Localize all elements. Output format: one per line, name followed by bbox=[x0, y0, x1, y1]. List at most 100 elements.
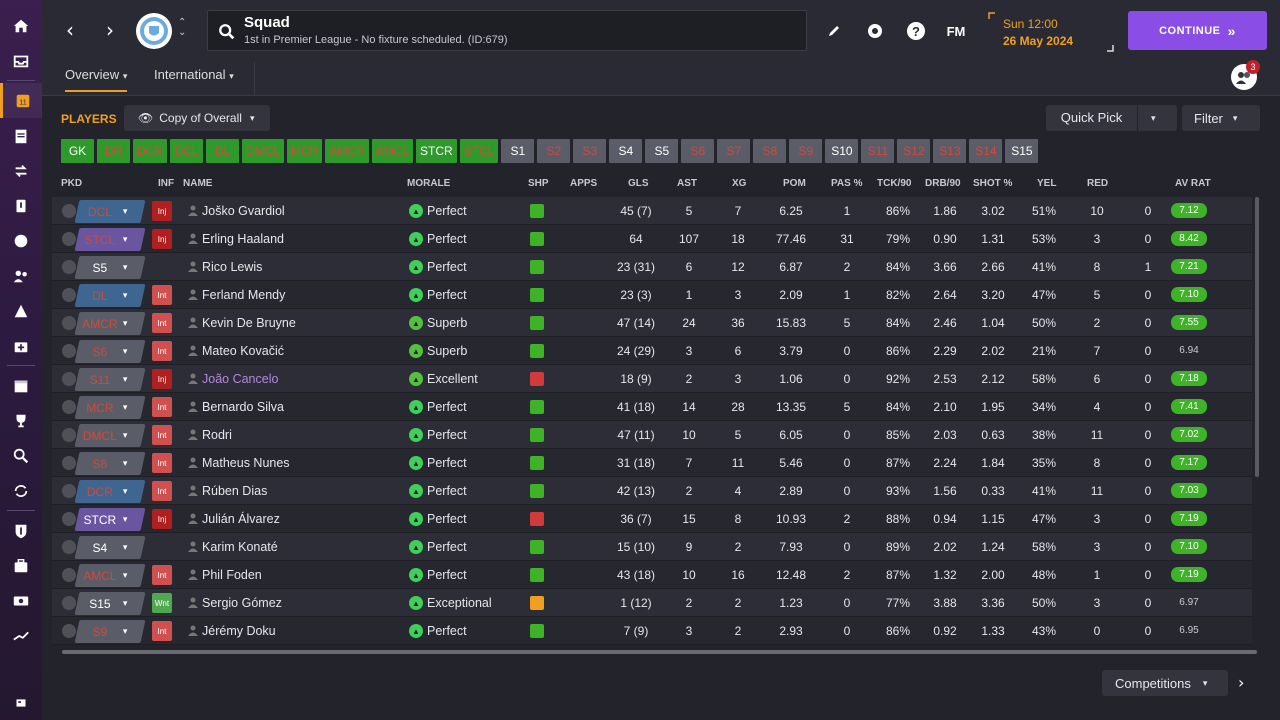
tab-international[interactable]: International ▾ bbox=[154, 67, 234, 82]
date-display[interactable]: Sun 12:00 26 May 2024 bbox=[988, 12, 1114, 52]
player-name[interactable]: Rico Lewis bbox=[202, 260, 263, 274]
position-selector[interactable]: S4 ▾ bbox=[74, 536, 146, 559]
picked-checkbox[interactable] bbox=[62, 624, 76, 638]
position-selector[interactable]: S15 ▾ bbox=[74, 592, 146, 615]
trophy-icon[interactable] bbox=[0, 403, 42, 438]
finances-icon[interactable] bbox=[0, 583, 42, 618]
picked-checkbox[interactable] bbox=[62, 260, 76, 274]
position-button[interactable]: S11 bbox=[861, 139, 895, 163]
player-name[interactable]: Phil Foden bbox=[202, 568, 262, 582]
position-selector[interactable]: STCR ▾ bbox=[74, 508, 146, 531]
col-pkd[interactable]: PKD bbox=[61, 178, 83, 189]
col-pas[interactable]: PAS % bbox=[831, 178, 863, 189]
home-icon[interactable] bbox=[0, 8, 42, 43]
status-badge[interactable]: Inj bbox=[152, 369, 172, 389]
position-button[interactable]: MCR bbox=[287, 139, 323, 163]
col-xg[interactable]: XG bbox=[732, 178, 747, 189]
position-button[interactable]: S13 bbox=[933, 139, 967, 163]
col-apps[interactable]: APPS bbox=[570, 178, 598, 189]
player-name[interactable]: Rúben Dias bbox=[202, 484, 268, 498]
search-icon[interactable] bbox=[0, 438, 42, 473]
club-icon[interactable] bbox=[0, 513, 42, 548]
position-selector[interactable]: S8 ▾ bbox=[74, 452, 146, 475]
table-row[interactable]: S6 ▾ Int Mateo Kovačić ▲ Superb 24 (29) 3 6 3.79 0… bbox=[52, 337, 1252, 365]
player-name[interactable]: Joško Gvardiol bbox=[202, 204, 285, 218]
club-switcher-icon[interactable]: ⌃ ⌄ bbox=[178, 17, 187, 38]
status-badge[interactable]: Int bbox=[152, 425, 172, 445]
position-button[interactable]: GK bbox=[61, 139, 94, 163]
player-name[interactable]: Bernardo Silva bbox=[202, 400, 284, 414]
staff-icon[interactable] bbox=[0, 258, 42, 293]
player-name[interactable]: Ferland Mendy bbox=[202, 288, 286, 302]
status-badge[interactable]: Int bbox=[152, 453, 172, 473]
position-button[interactable]: DR bbox=[97, 139, 130, 163]
player-name[interactable]: Karim Konaté bbox=[202, 540, 278, 554]
status-badge[interactable]: Int bbox=[152, 397, 172, 417]
inbox-icon[interactable] bbox=[0, 43, 42, 78]
col-inf[interactable]: INF bbox=[158, 178, 175, 189]
position-button[interactable]: AMCL bbox=[371, 139, 414, 163]
forward-icon[interactable]: › bbox=[106, 18, 114, 42]
position-button[interactable]: S14 bbox=[969, 139, 1003, 163]
player-name[interactable]: Kevin De Bruyne bbox=[202, 316, 296, 330]
table-row[interactable]: DCR ▾ Int Rúben Dias ▲ Perfect 42 (13) 2 4 2.89 0 9… bbox=[52, 477, 1252, 505]
table-row[interactable]: S8 ▾ Int Matheus Nunes ▲ Perfect 31 (18) 7 11 5.4… bbox=[52, 449, 1252, 477]
picked-checkbox[interactable] bbox=[62, 232, 76, 246]
picked-checkbox[interactable] bbox=[62, 344, 76, 358]
position-button[interactable]: S8 bbox=[753, 139, 787, 163]
position-button[interactable]: S2 bbox=[537, 139, 571, 163]
competitions-dropdown[interactable]: Competitions ▾ bbox=[1102, 670, 1228, 696]
social-button[interactable]: 3 bbox=[1231, 60, 1260, 90]
col-shot[interactable]: SHOT % bbox=[973, 178, 1013, 189]
status-badge[interactable]: Wnt bbox=[152, 593, 172, 613]
table-row[interactable]: S11 ▾ Inj João Cancelo ▲ Excellent 18 (9) 2 3 1.0… bbox=[52, 365, 1252, 393]
col-gls[interactable]: GLS bbox=[628, 178, 649, 189]
position-selector[interactable]: S11 ▾ bbox=[74, 368, 146, 391]
position-button[interactable]: S9 bbox=[789, 139, 823, 163]
col-tck[interactable]: TCK/90 bbox=[877, 178, 912, 189]
refresh-icon[interactable] bbox=[0, 473, 42, 508]
vertical-scrollbar[interactable] bbox=[1255, 197, 1259, 477]
col-shp[interactable]: SHP bbox=[528, 178, 549, 189]
tab-overview[interactable]: Overview ▾ bbox=[65, 67, 128, 92]
picked-checkbox[interactable] bbox=[62, 596, 76, 610]
table-row[interactable]: S4 ▾ Karim Konaté ▲ Perfect 15 (10) 9 2 7.93 0 89%… bbox=[52, 533, 1252, 561]
settings-icon[interactable] bbox=[0, 685, 42, 720]
position-selector[interactable]: STCL ▾ bbox=[74, 228, 146, 251]
info-icon[interactable] bbox=[0, 188, 42, 223]
position-button[interactable]: S5 bbox=[645, 139, 679, 163]
picked-checkbox[interactable] bbox=[62, 456, 76, 470]
position-selector[interactable]: MCR ▾ bbox=[74, 396, 146, 419]
position-button[interactable]: AMCR bbox=[325, 139, 369, 163]
search-icon[interactable] bbox=[218, 23, 236, 41]
medical-icon[interactable] bbox=[0, 328, 42, 363]
position-button[interactable]: DMCL bbox=[242, 139, 285, 163]
position-selector[interactable]: DMCL ▾ bbox=[74, 424, 146, 447]
col-red[interactable]: RED bbox=[1087, 178, 1109, 189]
table-row[interactable]: AMCR ▾ Int Kevin De Bruyne ▲ Superb 47 (14) 24 3… bbox=[52, 309, 1252, 337]
position-button[interactable]: S7 bbox=[717, 139, 751, 163]
circle-icon[interactable] bbox=[0, 223, 42, 258]
player-name[interactable]: João Cancelo bbox=[202, 372, 279, 386]
position-selector[interactable]: AMCR ▾ bbox=[74, 312, 146, 335]
player-name[interactable]: Mateo Kovačić bbox=[202, 344, 284, 358]
table-row[interactable]: STCR ▾ Inj Julián Álvarez ▲ Perfect 36 (7) 15 8 1… bbox=[52, 505, 1252, 533]
table-row[interactable]: AMCL ▾ Int Phil Foden ▲ Perfect 43 (18) 10 16 12.… bbox=[52, 561, 1252, 589]
squad-icon[interactable]: 11 bbox=[0, 83, 42, 118]
col-morale[interactable]: MORALE bbox=[407, 178, 451, 189]
position-selector[interactable]: S9 ▾ bbox=[74, 620, 146, 643]
player-name[interactable]: Matheus Nunes bbox=[202, 456, 290, 470]
fm-menu-button[interactable]: FM bbox=[946, 23, 966, 39]
filter-button[interactable]: Filter ▾ bbox=[1182, 105, 1260, 131]
picked-checkbox[interactable] bbox=[62, 372, 76, 386]
position-button[interactable]: DL bbox=[206, 139, 239, 163]
chevron-down-icon[interactable]: ▾ bbox=[1151, 112, 1156, 123]
player-name[interactable]: Julián Álvarez bbox=[202, 512, 280, 526]
status-badge[interactable]: Int bbox=[152, 341, 172, 361]
position-selector[interactable]: DCL ▾ bbox=[74, 200, 146, 223]
clipboard-icon[interactable] bbox=[0, 118, 42, 153]
picked-checkbox[interactable] bbox=[62, 484, 76, 498]
table-row[interactable]: DL ▾ Int Ferland Mendy ▲ Perfect 23 (3) 1 3 2.09 1… bbox=[52, 281, 1252, 309]
table-row[interactable]: S5 ▾ Rico Lewis ▲ Perfect 23 (31) 6 12 6.87 2 84% 3… bbox=[52, 253, 1252, 281]
transfers-icon[interactable] bbox=[0, 153, 42, 188]
